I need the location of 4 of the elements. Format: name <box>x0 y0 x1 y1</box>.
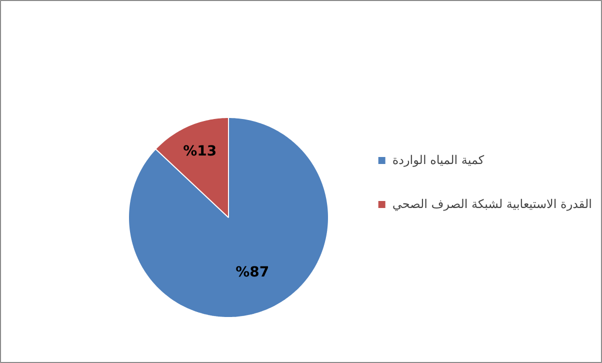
legend-label: القدرة الاستيعابية لشبكة الصرف الصحي <box>392 196 592 210</box>
data-label: %13 <box>183 143 217 160</box>
data-label: %87 <box>236 264 270 281</box>
legend-label: كمية المياه الواردة <box>392 152 484 166</box>
